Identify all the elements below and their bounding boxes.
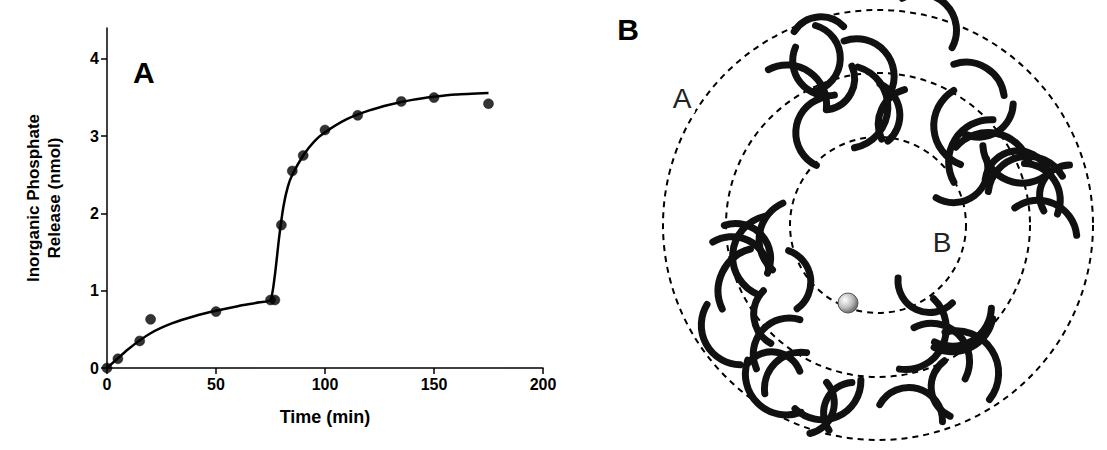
svg-text:2: 2 [90, 205, 99, 222]
svg-text:A: A [133, 56, 155, 89]
svg-text:200: 200 [530, 376, 557, 393]
svg-text:0: 0 [103, 376, 112, 393]
svg-text:3: 3 [90, 128, 99, 145]
svg-text:100: 100 [312, 376, 339, 393]
svg-text:50: 50 [207, 376, 225, 393]
svg-text:B: B [617, 13, 639, 46]
svg-text:4: 4 [90, 50, 99, 67]
svg-text:Release (nmol): Release (nmol) [45, 138, 64, 259]
svg-text:Inorganic Phosphate: Inorganic Phosphate [24, 114, 43, 282]
svg-text:1: 1 [90, 282, 99, 299]
svg-text:0: 0 [90, 360, 99, 377]
svg-text:A: A [673, 83, 692, 114]
svg-text:B: B [933, 227, 952, 258]
svg-text:150: 150 [421, 376, 448, 393]
svg-text:Time (min): Time (min) [280, 407, 371, 427]
